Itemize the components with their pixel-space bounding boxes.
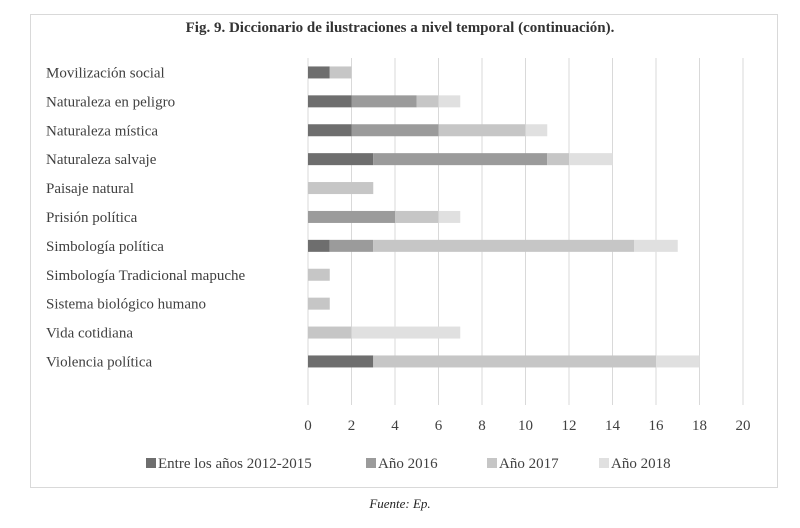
bar-segment — [373, 239, 635, 252]
x-tick-label: 10 — [518, 418, 533, 434]
bar-segment — [308, 66, 330, 79]
category-label: Simbología política — [46, 239, 164, 255]
category-label: Naturaleza en peligro — [46, 94, 175, 110]
category-label: Naturaleza mística — [46, 123, 158, 139]
bar-segment — [308, 210, 395, 223]
category-label: Paisaje natural — [46, 181, 134, 197]
bar-segment — [395, 210, 439, 223]
bar-segment — [308, 297, 330, 310]
bar-segment — [308, 268, 330, 281]
legend-label: Año 2018 — [611, 456, 671, 472]
bar-segment — [525, 124, 548, 137]
chart-title: Fig. 9. Diccionario de ilustraciones a n… — [185, 20, 615, 36]
bar-segment — [351, 326, 461, 339]
bar-segment — [329, 66, 352, 79]
legend-swatch — [599, 458, 609, 468]
category-label: Vida cotidiana — [46, 326, 133, 342]
bar-segment — [438, 95, 461, 108]
bar-segment — [308, 182, 374, 195]
bar-segment — [547, 153, 569, 166]
bar-segment — [438, 210, 461, 223]
bar-segment — [373, 153, 548, 166]
bar-segment — [308, 326, 352, 339]
x-tick-label: 8 — [478, 418, 486, 434]
x-tick-label: 2 — [348, 418, 356, 434]
x-tick-label: 4 — [391, 418, 399, 434]
bar-segment — [416, 95, 439, 108]
legend-label: Año 2017 — [499, 456, 559, 472]
bar-segment — [308, 153, 374, 166]
bar-segment — [634, 239, 678, 252]
category-label: Naturaleza salvaje — [46, 152, 157, 168]
x-tick-label: 16 — [649, 418, 665, 434]
x-tick-label: 12 — [562, 418, 577, 434]
legend-swatch — [487, 458, 497, 468]
legend-swatch — [366, 458, 376, 468]
legend-label: Año 2016 — [378, 456, 438, 472]
bar-segment — [351, 95, 417, 108]
bar-segment — [329, 239, 374, 252]
bar-segment — [373, 355, 656, 368]
category-label: Sistema biológico humano — [46, 297, 206, 313]
bar-segment — [308, 95, 352, 108]
bar-segment — [351, 124, 439, 137]
x-tick-label: 20 — [736, 418, 751, 434]
category-label: Prisión política — [46, 210, 138, 226]
bar-segment — [438, 124, 526, 137]
legend-label: Entre los años 2012-2015 — [158, 456, 312, 472]
x-tick-label: 0 — [304, 418, 312, 434]
bar-segment — [308, 355, 374, 368]
bar-segment — [656, 355, 700, 368]
category-label: Simbología Tradicional mapuche — [46, 268, 245, 284]
x-tick-label: 6 — [435, 418, 443, 434]
category-label: Movilización social — [46, 65, 165, 81]
x-tick-label: 18 — [692, 418, 707, 434]
x-tick-label: 14 — [605, 418, 621, 434]
bar-segment — [308, 239, 330, 252]
category-label: Violencia política — [46, 354, 152, 370]
source-note: Fuente: Ep. — [369, 496, 431, 511]
legend-swatch — [146, 458, 156, 468]
bar-segment — [569, 153, 613, 166]
bar-segment — [308, 124, 352, 137]
